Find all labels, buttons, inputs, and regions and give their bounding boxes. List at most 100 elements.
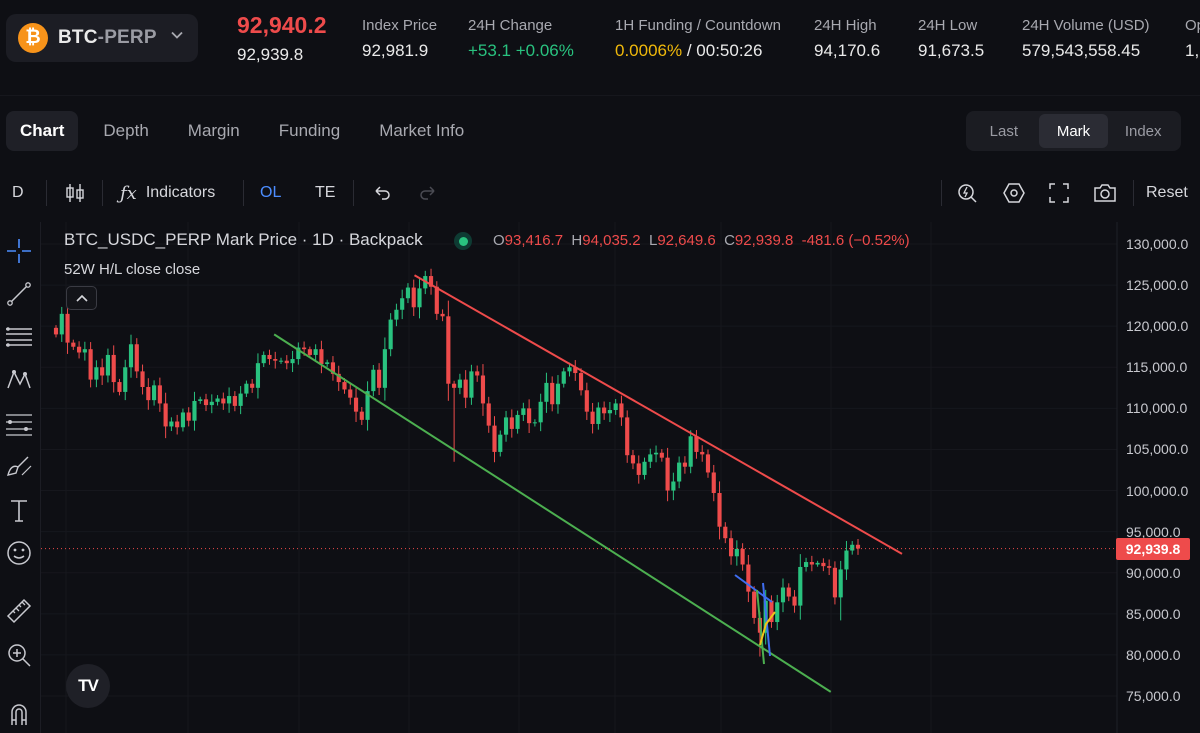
price-source-last[interactable]: Last bbox=[989, 122, 1019, 140]
candle-body bbox=[832, 567, 837, 598]
te-button[interactable]: TE bbox=[315, 184, 336, 201]
measure-tool[interactable] bbox=[2, 594, 36, 628]
quick-search-button[interactable] bbox=[956, 180, 978, 206]
candle-body bbox=[105, 354, 111, 376]
price-axis-label: 115,000.0 bbox=[1126, 359, 1188, 376]
candle-type-button[interactable] bbox=[64, 180, 86, 206]
candle-body bbox=[296, 347, 301, 360]
screenshot-button[interactable] bbox=[1092, 180, 1118, 206]
symbol-selector[interactable]: ₿ BTC-PERP bbox=[6, 14, 198, 62]
candle-body bbox=[227, 396, 232, 404]
candle-body bbox=[400, 298, 405, 310]
legend-collapse-button[interactable] bbox=[66, 286, 97, 310]
candle-body bbox=[538, 401, 543, 423]
candle-body bbox=[844, 550, 849, 570]
tab-margin[interactable]: Margin bbox=[187, 121, 240, 140]
candle-body bbox=[723, 526, 728, 539]
settings-button[interactable] bbox=[1002, 180, 1026, 206]
reset-button[interactable]: Reset bbox=[1146, 184, 1188, 201]
zoom-tool[interactable] bbox=[2, 638, 36, 672]
interval-button[interactable]: D bbox=[12, 184, 24, 201]
candle-body bbox=[94, 367, 99, 380]
candle-body bbox=[630, 455, 636, 464]
candle-body bbox=[353, 397, 359, 412]
candle-body bbox=[405, 287, 411, 299]
indicator-legend[interactable]: 52W H/L close close bbox=[64, 261, 201, 278]
stat-value: 92,981.9 bbox=[362, 41, 429, 60]
tab-market-info[interactable]: Market Info bbox=[379, 121, 465, 140]
fib-tool[interactable] bbox=[2, 407, 36, 441]
price-source-index[interactable]: Index bbox=[1124, 122, 1162, 140]
candle-body bbox=[567, 367, 572, 372]
stat-value: 0.0006% / 00:50:26 bbox=[615, 41, 781, 61]
chart-toolbar: D ƒx Indicators OL TE bbox=[0, 172, 1200, 214]
candle-body bbox=[728, 538, 734, 557]
ruler-icon bbox=[6, 598, 32, 624]
price-axis-label: 95,000.0 bbox=[1126, 523, 1181, 540]
candle-body bbox=[325, 362, 330, 364]
stat-open-interest: Op 1, bbox=[1185, 17, 1200, 61]
chart-legend-title: BTC_USDC_PERP Mark Price · 1D · Backpack bbox=[64, 230, 423, 249]
tab-chart[interactable]: Chart bbox=[6, 111, 79, 151]
tab-funding[interactable]: Funding bbox=[278, 121, 341, 140]
price-chart[interactable] bbox=[41, 222, 1200, 733]
candle-body bbox=[440, 313, 445, 317]
symbol-quote: PERP bbox=[104, 27, 157, 48]
funding-rate: 0.0006% bbox=[615, 41, 683, 60]
candle-body bbox=[267, 354, 272, 360]
candle-body bbox=[111, 354, 116, 383]
stat-funding[interactable]: 1H Funding / Countdown 0.0006% / 00:50:2… bbox=[615, 17, 781, 61]
price-source-mark[interactable]: Mark bbox=[1038, 114, 1109, 148]
magnet-tool[interactable] bbox=[2, 696, 36, 730]
candle-body bbox=[71, 342, 76, 347]
candle-body bbox=[192, 400, 197, 421]
candle-body bbox=[821, 562, 826, 567]
camera-icon bbox=[1094, 184, 1116, 202]
candle-body bbox=[342, 382, 347, 390]
candle-body bbox=[711, 472, 716, 494]
candle-body bbox=[694, 436, 699, 452]
ol-button[interactable]: OL bbox=[260, 184, 282, 201]
market-header: ₿ BTC-PERP 92,940.2 92,939.8 Index Price… bbox=[0, 0, 1200, 95]
undo-button[interactable] bbox=[372, 180, 392, 206]
candle-body bbox=[682, 462, 687, 467]
candle-body bbox=[53, 327, 59, 335]
horizontal-lines-tool[interactable] bbox=[2, 320, 36, 354]
candle-body bbox=[261, 354, 266, 364]
candle-body bbox=[550, 382, 555, 405]
candle-body bbox=[590, 411, 595, 424]
tab-depth[interactable]: Depth bbox=[103, 121, 149, 140]
candle-body bbox=[365, 391, 370, 420]
stat-label: Op bbox=[1185, 17, 1200, 34]
candle-body bbox=[786, 587, 791, 597]
current-price-tag: 92,939.8 bbox=[1116, 537, 1190, 560]
redo-button[interactable] bbox=[418, 180, 438, 206]
candle-body bbox=[313, 349, 318, 355]
tools-divider bbox=[40, 222, 41, 733]
candle-body bbox=[302, 347, 307, 350]
candle-body bbox=[677, 462, 682, 482]
candle-body bbox=[152, 385, 157, 401]
text-tool[interactable] bbox=[2, 493, 36, 527]
candle-body bbox=[221, 398, 226, 404]
candle-body bbox=[665, 457, 670, 491]
funding-countdown: / 00:50:26 bbox=[682, 41, 763, 60]
indicators-button[interactable]: ƒx Indicators bbox=[120, 180, 215, 206]
header-divider bbox=[0, 95, 1200, 96]
trendline-tool[interactable] bbox=[2, 277, 36, 311]
candle-body bbox=[561, 371, 566, 384]
candle-body bbox=[803, 562, 809, 567]
candle-body bbox=[700, 451, 705, 455]
crosshair-tool[interactable] bbox=[2, 234, 36, 268]
candle-body bbox=[532, 422, 537, 424]
brush-tool[interactable] bbox=[2, 450, 36, 484]
stat-label: 24H Change bbox=[468, 17, 553, 34]
candle-body bbox=[780, 587, 786, 603]
pattern-tool[interactable] bbox=[2, 363, 36, 397]
ohlc-open: 93,416.7 bbox=[504, 232, 564, 249]
fullscreen-button[interactable] bbox=[1048, 180, 1070, 206]
candle-body bbox=[446, 316, 451, 384]
fibonacci-icon bbox=[6, 414, 32, 436]
emoji-tool[interactable] bbox=[2, 536, 36, 570]
tradingview-logo[interactable]: TV bbox=[66, 664, 110, 708]
